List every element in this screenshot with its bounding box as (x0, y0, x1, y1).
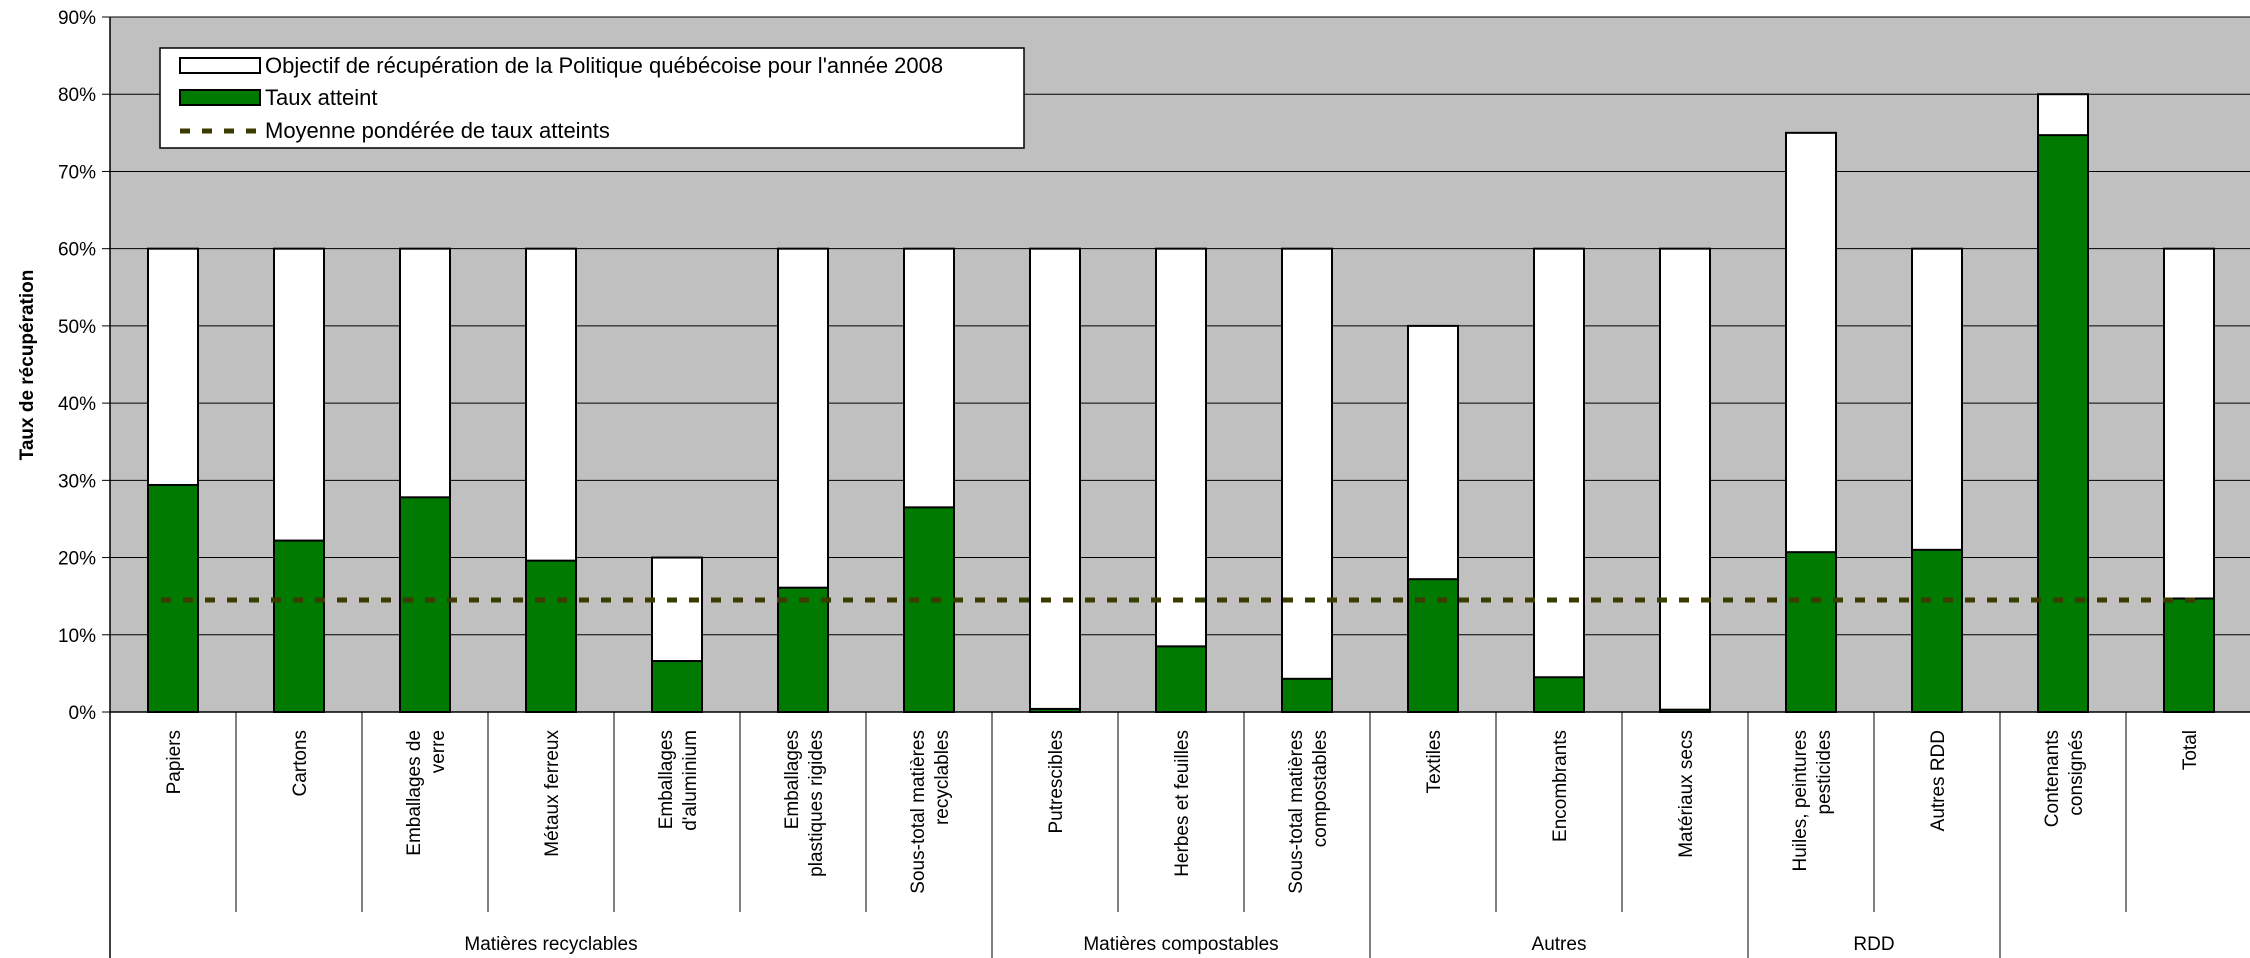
bar-objectif (1533, 247, 1585, 714)
legend-label: Moyenne pondérée de taux atteints (265, 118, 610, 143)
category-label: recyclables (932, 730, 953, 825)
category-label: Sous-total matières (1286, 730, 1307, 894)
bar-taux-atteint (1659, 708, 1711, 714)
category-label: Papiers (164, 730, 185, 794)
bar-taux-atteint (651, 660, 703, 713)
category-label: Sous-total matières (908, 730, 929, 894)
bars (147, 93, 2215, 714)
legend-swatch (179, 57, 261, 74)
category-label: Herbes et feuilles (1172, 730, 1193, 877)
legend-label: Taux atteint (265, 85, 378, 110)
category-label: Autres RDD (1928, 730, 1949, 831)
category-label: Emballages (656, 730, 677, 829)
bar-taux-atteint (1533, 676, 1585, 713)
y-axis-label: Taux de récupération (17, 270, 38, 461)
bar-objectif (1029, 247, 1081, 714)
bar-taux-atteint (2037, 134, 2089, 713)
y-tick-label: 30% (58, 471, 96, 492)
category-label: compostables (1310, 730, 1331, 847)
category-label: Métaux ferreux (542, 730, 563, 857)
category-label: d'aluminium (680, 730, 701, 831)
category-label: Matériaux secs (1676, 730, 1697, 858)
category-label: plastiques rigides (806, 730, 827, 877)
group-label: Autres (1532, 934, 1587, 955)
category-label: consignés (2066, 730, 2087, 816)
y-tick-label: 70% (58, 162, 96, 183)
bar-taux-atteint (2163, 597, 2215, 714)
bar-taux-atteint (273, 539, 325, 713)
y-tick-label: 90% (58, 8, 96, 29)
legend-label: Objectif de récupération de la Politique… (265, 53, 943, 78)
bar-taux-atteint (777, 586, 829, 714)
category-label: Encombrants (1550, 730, 1571, 842)
bar-objectif (1155, 247, 1207, 714)
legend: Objectif de récupération de la Politique… (159, 47, 1025, 149)
category-label: pesticides (1814, 730, 1835, 815)
bar-objectif (1281, 247, 1333, 714)
category-label: Contenants (2042, 730, 2063, 827)
category-label: Emballages de (404, 730, 425, 856)
bar-taux-atteint (1911, 548, 1963, 713)
bar-taux-atteint (1281, 677, 1333, 713)
category-label: Cartons (290, 730, 311, 797)
category-label: Textiles (1424, 730, 1445, 793)
category-label: Emballages (782, 730, 803, 829)
category-label: Putrescibles (1046, 730, 1067, 834)
group-label: RDD (1853, 934, 1894, 955)
category-label: Total (2180, 730, 2201, 770)
y-tick-label: 50% (58, 317, 96, 338)
group-label: Matières recyclables (464, 934, 637, 955)
group-label: Matières compostables (1083, 934, 1278, 955)
bar-taux-atteint (525, 559, 577, 714)
bar-taux-atteint (399, 496, 451, 714)
bar-taux-atteint (903, 506, 955, 713)
y-tick-label: 40% (58, 394, 96, 415)
y-tick-label: 80% (58, 85, 96, 106)
bar-objectif (1659, 247, 1711, 714)
bar-taux-atteint (1785, 551, 1837, 714)
bar-taux-atteint (1029, 707, 1081, 714)
y-tick-label: 0% (69, 703, 97, 724)
bar-taux-atteint (1155, 645, 1207, 713)
legend-swatch (179, 89, 261, 106)
legend-box (159, 47, 1025, 149)
y-tick-label: 20% (58, 549, 96, 570)
y-tick-label: 60% (58, 240, 96, 261)
x-axis: Papiers Cartons Emballages de verre Métaux f… (109, 712, 2201, 958)
category-label: verre (428, 730, 449, 773)
category-label: Huiles, peintures (1790, 730, 1811, 872)
y-tick-label: 10% (58, 626, 96, 647)
